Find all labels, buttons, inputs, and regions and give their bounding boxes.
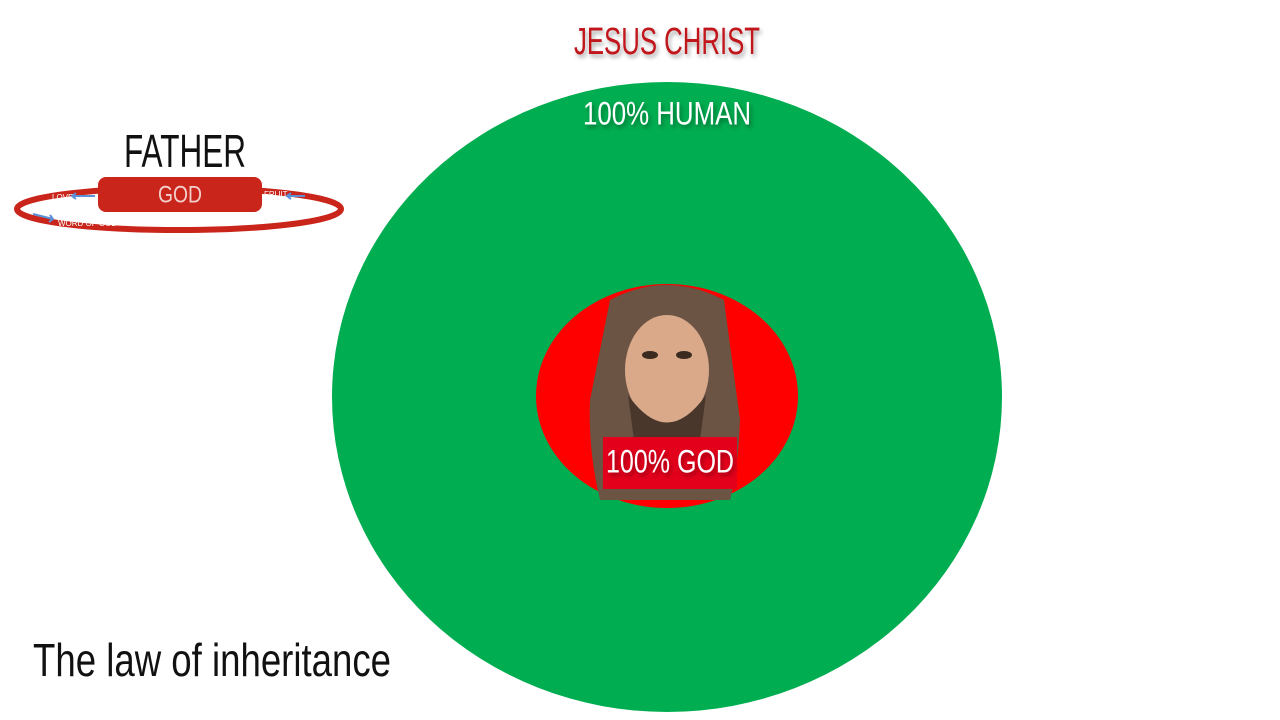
cycle-bottom: WORD OF GOD [58,219,117,228]
outer-label: 100% HUMAN [583,95,751,131]
father-box [98,177,262,212]
cycle-arrows [32,192,305,223]
inner-label: 100% GOD [606,443,734,479]
title: JESUS CHRIST [574,21,760,63]
inner-label-box [603,437,737,489]
cycle-left: LOVE [52,193,73,202]
caption: The law of inheritance [33,634,391,686]
father-label: GOD [158,181,202,208]
father-title: FATHER [124,125,246,177]
cycle-right: FRUIT [264,190,288,199]
